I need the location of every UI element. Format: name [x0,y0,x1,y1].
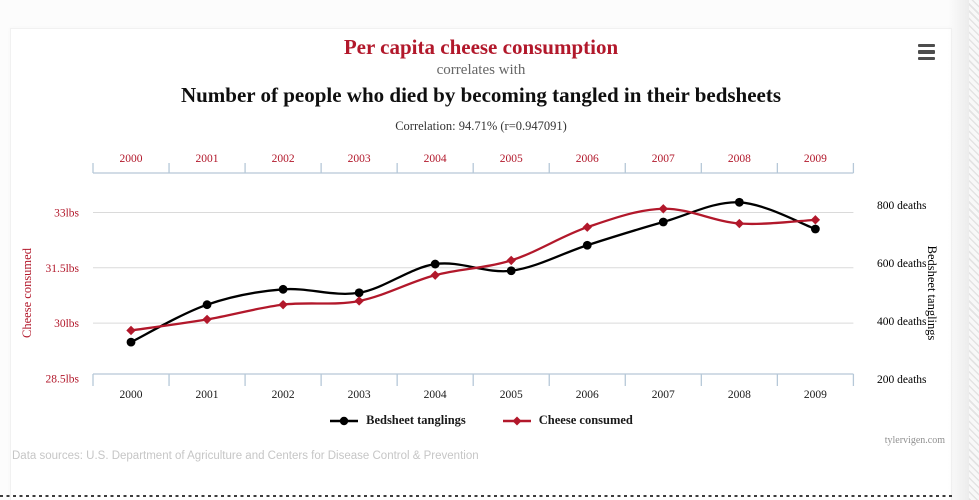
correlation-label: Correlation: 94.71% (r=0.947091) [395,119,567,133]
svg-text:33lbs: 33lbs [54,207,79,219]
page-edge-shadow [948,0,969,500]
legend-label: Cheese consumed [538,413,633,427]
hamburger-menu-icon[interactable] [915,42,937,62]
svg-text:2002: 2002 [272,153,295,165]
svg-text:2001: 2001 [196,153,219,165]
svg-text:2000: 2000 [120,389,143,401]
svg-text:30lbs: 30lbs [54,318,79,330]
svg-text:2002: 2002 [272,389,295,401]
hamburger-bar [917,43,935,48]
svg-text:2009: 2009 [804,389,827,401]
chart-title-primary: Per capita cheese consumption [343,35,619,59]
legend-label: Bedsheet tanglings [366,413,466,427]
svg-text:2000: 2000 [120,153,143,165]
svg-text:2009: 2009 [804,153,827,165]
svg-text:200 deaths: 200 deaths [877,374,927,386]
svg-text:2003: 2003 [348,153,371,165]
svg-text:28.5lbs: 28.5lbs [45,373,79,385]
svg-text:2006: 2006 [576,153,599,165]
svg-text:400 deaths: 400 deaths [877,316,927,328]
legend-marker-diamond-icon [502,416,531,425]
chart-title-connector: correlates with [436,62,526,78]
chart-legend: Bedsheet tanglings Cheese consumed [11,413,951,428]
svg-text:2005: 2005 [500,389,523,401]
legend-item-cheese-consumed[interactable]: Cheese consumed [502,413,633,428]
svg-text:2004: 2004 [424,389,447,401]
chart-title-secondary: Number of people who died by becoming ta… [180,83,782,107]
svg-text:Cheese consumed: Cheese consumed [20,247,34,338]
hamburger-bar [917,56,935,61]
page-edge-hatch-pattern [969,0,979,500]
hamburger-bar [917,50,935,54]
svg-text:2008: 2008 [728,389,751,401]
svg-text:2007: 2007 [652,389,675,401]
chart-card: Per capita cheese consumption correlates… [10,28,952,500]
svg-text:2006: 2006 [576,389,599,401]
data-sources-note: Data sources: U.S. Department of Agricul… [12,450,479,462]
svg-text:Bedsheet tanglings: Bedsheet tanglings [925,246,939,341]
legend-item-bedsheet-tanglings[interactable]: Bedsheet tanglings [329,413,466,428]
watermark: tylervigen.com [884,435,945,446]
svg-text:2007: 2007 [652,153,675,165]
svg-text:2001: 2001 [196,389,219,401]
svg-text:2008: 2008 [728,153,751,165]
svg-text:600 deaths: 600 deaths [877,258,927,270]
svg-text:800 deaths: 800 deaths [877,200,927,212]
chart-canvas: 2000 2000 2001 2001 2002 2002 2003 2003 2004 2004… [20,153,939,401]
svg-text:2004: 2004 [424,153,447,165]
legend-marker-circle-icon [330,416,359,425]
svg-text:31.5lbs: 31.5lbs [45,263,79,275]
svg-text:2003: 2003 [348,389,371,401]
dashed-divider [0,495,954,497]
svg-text:2005: 2005 [500,153,523,165]
